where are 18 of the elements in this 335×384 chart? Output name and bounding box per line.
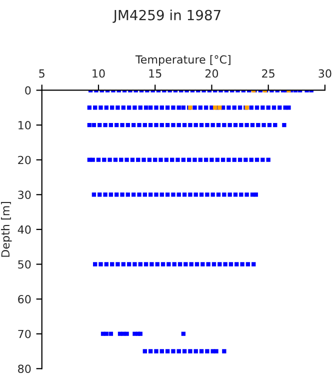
y-tick-label: 40	[18, 225, 31, 234]
y-tick-label: 30	[18, 190, 31, 200]
chart-title: JM4259 in 1987	[112, 10, 220, 23]
x-tick-label: 20	[205, 69, 218, 78]
y-tick-label: 10	[18, 121, 31, 130]
y-tick-label: 20	[18, 156, 31, 164]
x-tick-label: 5	[39, 69, 44, 78]
x-tick-label: 10	[92, 69, 105, 78]
y-tick-label: 0	[25, 86, 31, 95]
x-tick-label: 30	[318, 69, 332, 78]
y-tick-label: 60	[18, 295, 31, 304]
y-tick-label: 50	[18, 260, 31, 269]
y-tick-label: 80	[18, 364, 31, 374]
y-tick-label: 70	[18, 330, 31, 338]
x-tick-label: 15	[149, 69, 162, 78]
y-axis-title: Depth [m]	[1, 202, 12, 257]
x-axis-title: Temperature [°C]	[135, 55, 230, 66]
x-tick-label: 25	[262, 69, 274, 78]
